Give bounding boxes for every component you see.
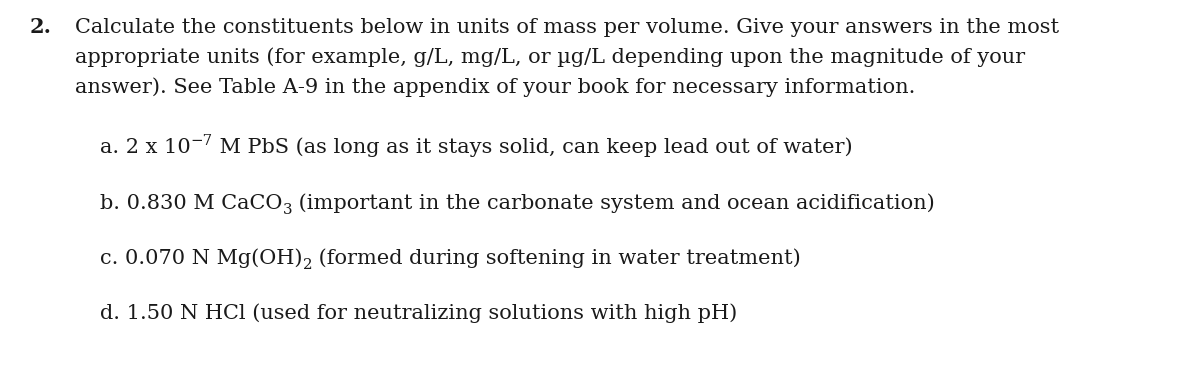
Text: 2: 2 [302, 258, 312, 272]
Text: 2.: 2. [30, 17, 52, 37]
Text: Calculate the constituents below in units of mass per volume. Give your answers : Calculate the constituents below in unit… [74, 18, 1060, 37]
Text: (formed during softening in water treatment): (formed during softening in water treatm… [312, 248, 800, 268]
Text: 3: 3 [282, 203, 292, 217]
Text: M PbS (as long as it stays solid, can keep lead out of water): M PbS (as long as it stays solid, can ke… [212, 137, 852, 157]
Text: c. 0.070 N Mg(OH): c. 0.070 N Mg(OH) [100, 248, 302, 268]
Text: a. 2 x 10: a. 2 x 10 [100, 138, 191, 157]
Text: −7: −7 [191, 134, 212, 148]
Text: appropriate units (for example, g/L, mg/L, or µg/L depending upon the magnitude : appropriate units (for example, g/L, mg/… [74, 47, 1025, 67]
Text: answer). See Table A-9 in the appendix of your book for necessary information.: answer). See Table A-9 in the appendix o… [74, 77, 916, 97]
Text: b. 0.830 M CaCO: b. 0.830 M CaCO [100, 194, 282, 213]
Text: (important in the carbonate system and ocean acidification): (important in the carbonate system and o… [292, 193, 935, 213]
Text: d. 1.50 N HCl (used for neutralizing solutions with high pH): d. 1.50 N HCl (used for neutralizing sol… [100, 303, 737, 323]
